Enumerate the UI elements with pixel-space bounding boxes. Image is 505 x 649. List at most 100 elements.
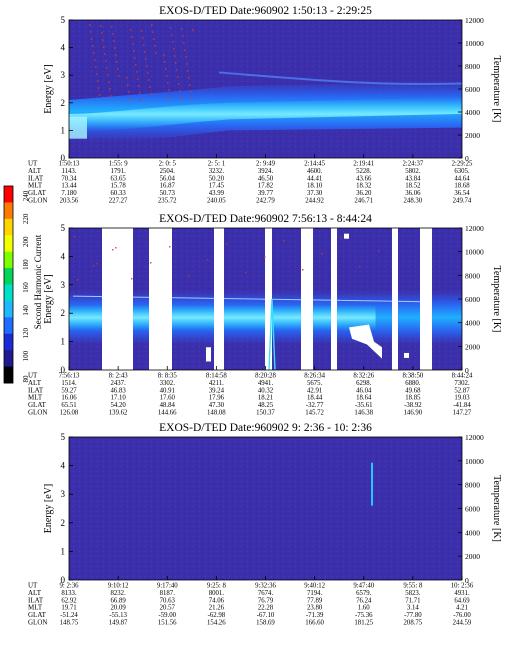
ephemeris-value: 50.73 <box>160 190 176 197</box>
y-right-tick-label: 8000 <box>465 271 480 280</box>
y-tick-label: 1 <box>61 546 66 556</box>
ephemeris-value: 9:40:12 <box>304 583 325 590</box>
data-gap <box>392 228 398 370</box>
noise-point <box>133 50 135 52</box>
ephemeris-value: 4.21 <box>456 605 468 612</box>
noise-point <box>130 29 132 31</box>
noise-point <box>191 98 193 100</box>
noise-point <box>113 40 115 42</box>
data-gap <box>265 228 272 370</box>
ephemeris-value: 7302. <box>454 380 470 387</box>
ephemeris-value: 40.32 <box>258 387 274 394</box>
noise-point <box>100 25 102 27</box>
y-right-tick-label: 10000 <box>465 457 484 466</box>
noise-point <box>152 31 154 33</box>
ephemeris-value: 2:29:25 <box>452 161 473 168</box>
noise-point <box>148 79 150 81</box>
ephemeris-value: 7:56:13 <box>59 373 80 380</box>
ephemeris-value: 148.75 <box>60 620 79 627</box>
noise-point <box>117 68 119 70</box>
temperature-trace <box>218 71 463 86</box>
ephemeris-value: 3.14 <box>407 605 419 612</box>
noise-point <box>105 60 107 62</box>
ephemeris-value: -67.10 <box>257 612 275 619</box>
ephemeris-value: -59.00 <box>158 612 176 619</box>
colorbar-tick-label: 100 <box>22 350 30 361</box>
ephemeris-value: 18.85 <box>405 395 421 402</box>
colorbar-swatch <box>4 218 13 236</box>
ephemeris-value: 6298. <box>356 380 372 387</box>
ephemeris-value: 56.04 <box>160 175 176 182</box>
y-right-axis-label: Temperature [K] <box>491 56 502 123</box>
noise-point <box>150 93 152 95</box>
ephemeris-row-label: GLAT <box>28 189 47 197</box>
ephemeris-value: 19.71 <box>61 605 76 612</box>
noise-point <box>138 85 140 87</box>
panel: EXOS-D/TED Date:960902 9: 2:36 - 10: 2:3… <box>28 422 502 627</box>
ephemeris-value: 70.34 <box>61 175 77 182</box>
ephemeris-value: 248.30 <box>404 198 423 205</box>
noise-point <box>165 68 167 70</box>
noise-point <box>180 97 182 99</box>
ephemeris-value: 46.83 <box>110 387 126 394</box>
noise-point <box>103 46 105 48</box>
ephemeris-value: 9: 2:36 <box>59 583 79 590</box>
noise-point <box>139 92 141 94</box>
noise-point <box>207 259 209 261</box>
ephemeris-value: 9:55: 8 <box>403 583 423 590</box>
ephemeris-value: 6305. <box>454 168 470 175</box>
ephemeris-value: 21.26 <box>209 605 225 612</box>
colorbar-swatch <box>4 235 13 253</box>
y-tick-label: 0 <box>61 575 66 585</box>
ephemeris-value: 146.38 <box>354 410 373 417</box>
colorbar-swatch <box>4 366 13 384</box>
ephemeris-value: 17.10 <box>110 395 126 402</box>
colorbar: 240 220 200 180 160 140 120 100 80 Second Harmoni… <box>3 185 43 384</box>
noise-point <box>155 52 157 54</box>
ephemeris-value: -77.80 <box>404 612 422 619</box>
ephemeris-value: 63.65 <box>110 175 126 182</box>
noise-point <box>107 74 109 76</box>
y-right-tick-label: 12000 <box>465 433 484 442</box>
ephemeris-row-label: MLT <box>28 394 43 402</box>
noise-point <box>129 98 131 100</box>
noise-point <box>101 32 103 34</box>
noise-point <box>182 35 184 37</box>
y-right-tick-label: 12000 <box>465 224 484 233</box>
ephemeris-value: 166.60 <box>305 620 324 627</box>
ephemeris-value: 6579. <box>356 590 372 597</box>
ephemeris-value: 227.27 <box>109 198 128 205</box>
ephemeris-value: 2:14:45 <box>304 161 325 168</box>
ephemeris-value: 36.54 <box>454 190 470 197</box>
ephemeris-value: 8:26:34 <box>304 373 325 380</box>
noise-point <box>104 53 106 55</box>
noise-point <box>302 269 304 271</box>
noise-point <box>150 262 152 264</box>
ephemeris-value: 23.80 <box>307 605 323 612</box>
ephemeris-value: 9:17:40 <box>157 583 178 590</box>
y-right-tick-label: 6000 <box>465 85 480 94</box>
y-tick-label: 1 <box>61 337 66 347</box>
ephemeris-value: 59.27 <box>61 387 77 394</box>
noise-point <box>321 253 323 255</box>
noise-point <box>178 83 180 85</box>
noise-point <box>378 250 380 252</box>
ephemeris-value: 208.75 <box>404 620 423 627</box>
y-right-tick-label: 4000 <box>465 108 480 117</box>
ephemeris-value: 147.27 <box>453 410 472 417</box>
noise-point <box>264 256 266 258</box>
noise-point <box>112 33 114 35</box>
noise-point <box>127 84 129 86</box>
noise-point <box>164 61 166 63</box>
y-tick-label: 2 <box>61 98 66 108</box>
ephemeris-value: 17.60 <box>160 395 176 402</box>
colorbar-tick-label: 200 <box>22 236 30 247</box>
y-axis-label: Energy [eV] <box>43 274 54 324</box>
noise-point <box>188 275 190 277</box>
noise-point <box>141 30 143 32</box>
y-axis-label: Energy [eV] <box>43 484 54 534</box>
ephemeris-row-label: MLT <box>28 182 43 190</box>
data-gap <box>420 228 432 370</box>
colorbar-swatch <box>4 333 13 351</box>
y-right-tick-label: 6000 <box>465 505 480 514</box>
